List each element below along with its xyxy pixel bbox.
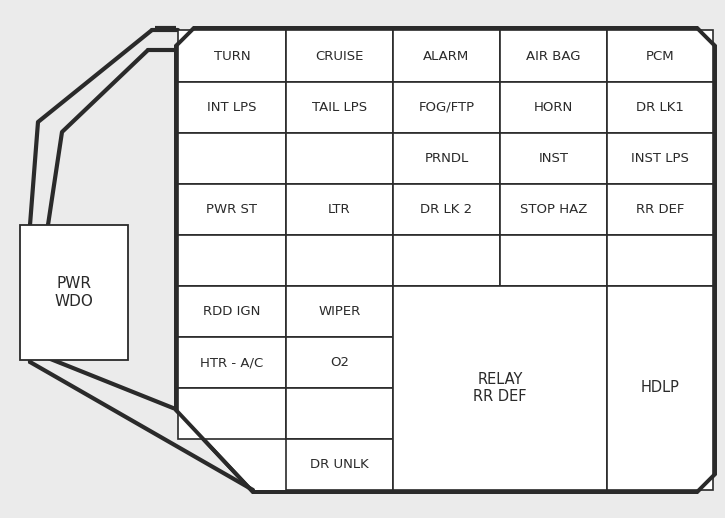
Bar xyxy=(286,184,393,235)
Bar xyxy=(286,388,393,439)
Text: HORN: HORN xyxy=(534,101,573,114)
Polygon shape xyxy=(176,28,715,492)
Text: STOP HAZ: STOP HAZ xyxy=(520,203,587,216)
Bar xyxy=(393,184,500,235)
Bar xyxy=(607,30,713,82)
Text: AIR BAG: AIR BAG xyxy=(526,50,581,63)
Text: TAIL LPS: TAIL LPS xyxy=(312,101,367,114)
Bar xyxy=(607,235,713,286)
Bar xyxy=(393,286,607,490)
Bar xyxy=(178,337,286,388)
Bar xyxy=(393,82,500,133)
Text: PWR
WDO: PWR WDO xyxy=(54,276,94,309)
Bar xyxy=(178,184,286,235)
Bar xyxy=(20,225,128,360)
Bar xyxy=(500,30,607,82)
Text: DR UNLK: DR UNLK xyxy=(310,458,369,471)
Bar xyxy=(178,30,286,82)
Text: WIPER: WIPER xyxy=(318,305,360,318)
Bar xyxy=(500,235,607,286)
Bar xyxy=(393,235,500,286)
Polygon shape xyxy=(30,28,250,492)
Text: FOG/FTP: FOG/FTP xyxy=(418,101,475,114)
Text: INST: INST xyxy=(539,152,568,165)
Text: O2: O2 xyxy=(330,356,349,369)
Bar xyxy=(178,133,286,184)
Bar xyxy=(500,133,607,184)
Bar xyxy=(178,235,286,286)
Bar xyxy=(500,82,607,133)
Bar xyxy=(607,184,713,235)
Bar xyxy=(286,286,393,337)
Bar xyxy=(607,82,713,133)
Text: ALARM: ALARM xyxy=(423,50,470,63)
Text: TURN: TURN xyxy=(214,50,250,63)
Bar xyxy=(393,133,500,184)
Bar xyxy=(607,133,713,184)
Bar xyxy=(178,388,286,439)
Bar xyxy=(286,133,393,184)
Text: PCM: PCM xyxy=(646,50,674,63)
Text: HDLP: HDLP xyxy=(641,381,679,396)
Text: INT LPS: INT LPS xyxy=(207,101,257,114)
Text: DR LK 2: DR LK 2 xyxy=(420,203,473,216)
Bar xyxy=(178,82,286,133)
Text: HTR - A/C: HTR - A/C xyxy=(200,356,264,369)
Text: CRUISE: CRUISE xyxy=(315,50,364,63)
Bar xyxy=(286,235,393,286)
Text: RDD IGN: RDD IGN xyxy=(203,305,261,318)
Bar xyxy=(500,184,607,235)
Text: DR LK1: DR LK1 xyxy=(636,101,684,114)
Bar xyxy=(286,337,393,388)
Bar xyxy=(286,439,393,490)
Bar xyxy=(178,286,286,337)
Text: RR DEF: RR DEF xyxy=(636,203,684,216)
Text: PWR ST: PWR ST xyxy=(207,203,257,216)
Text: LTR: LTR xyxy=(328,203,351,216)
Bar xyxy=(607,286,713,490)
Text: PRNDL: PRNDL xyxy=(424,152,468,165)
Text: INST LPS: INST LPS xyxy=(631,152,689,165)
Bar xyxy=(286,30,393,82)
Bar xyxy=(393,30,500,82)
Text: RELAY
RR DEF: RELAY RR DEF xyxy=(473,372,527,404)
Bar xyxy=(286,82,393,133)
